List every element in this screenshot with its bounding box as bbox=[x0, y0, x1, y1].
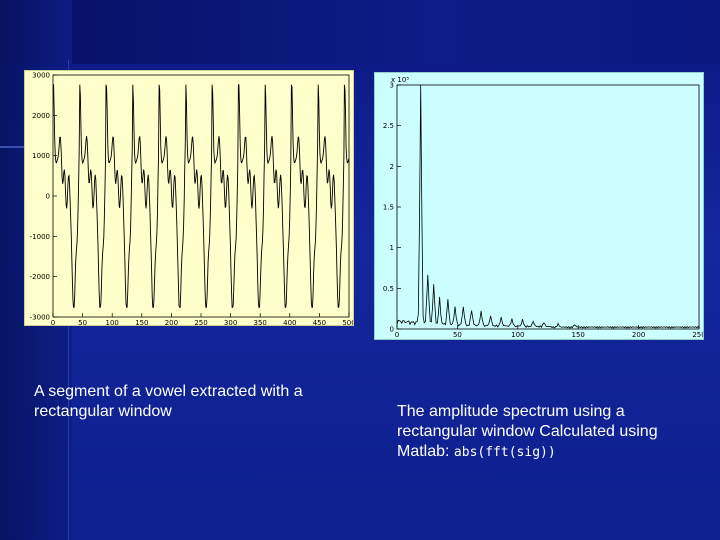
waveform-xtick-label: 100 bbox=[106, 319, 119, 325]
spectrum-line bbox=[396, 84, 700, 329]
spectrum-ytick-label: 1 bbox=[390, 244, 394, 252]
waveform-ytick-label: 0 bbox=[46, 193, 50, 201]
spectrum-ytick-label: 3 bbox=[390, 82, 394, 90]
spectrum-xtick-label: 150 bbox=[572, 331, 585, 339]
spectrum-xtick-label: 0 bbox=[395, 331, 399, 339]
spectrum-ytick-label: 1.5 bbox=[383, 204, 394, 212]
waveform-ytick-label: 2000 bbox=[32, 112, 50, 120]
spectrum-xtick-label: 100 bbox=[511, 331, 524, 339]
waveform-xtick-label: 50 bbox=[78, 319, 87, 325]
spectrum-xtick-label: 200 bbox=[632, 331, 645, 339]
waveform-figure: 3000 2000 1000 0 -1000 -2000 -3000 0 50 100 150 20… bbox=[30, 72, 356, 328]
waveform-axes-frame bbox=[52, 74, 350, 318]
waveform-ytick-label: -3000 bbox=[30, 314, 50, 322]
waveform-xtick-label: 400 bbox=[283, 319, 296, 325]
waveform-ytick-label: -2000 bbox=[30, 273, 50, 281]
spectrum-exponent-label: x 10⁵ bbox=[391, 76, 409, 84]
waveform-xtick-label: 200 bbox=[165, 319, 178, 325]
waveform-xtick-label: 0 bbox=[51, 319, 55, 325]
spectrum-ytick-label: 0 bbox=[390, 326, 394, 334]
matlab-code: abs(fft(sig)) bbox=[453, 445, 556, 460]
waveform-xtick-label: 300 bbox=[224, 319, 237, 325]
spectrum-plot: x 10⁵ 3 2.5 2 1.5 1 0.5 0 0 50 100 150 200 250 bbox=[374, 72, 706, 340]
waveform-xtick-label: 350 bbox=[254, 319, 267, 325]
waveform-ytick-label: 3000 bbox=[32, 72, 50, 80]
spectrum-ytick-label: 2 bbox=[390, 163, 394, 171]
waveform-line bbox=[52, 84, 350, 308]
spectrum-ytick-label: 0.5 bbox=[383, 285, 394, 293]
waveform-xtick-label: 500 bbox=[342, 319, 353, 325]
waveform-caption: A segment of a vowel extracted with a re… bbox=[34, 383, 303, 420]
waveform-xtick-label: 250 bbox=[194, 319, 207, 325]
spectrum-caption-text: The amplitude spectrum using a rectangul… bbox=[397, 403, 658, 460]
spectrum-ytick-label: 2.5 bbox=[383, 122, 394, 130]
spectrum-xtick-label: 50 bbox=[453, 331, 462, 339]
waveform-ytick-label: -1000 bbox=[30, 233, 50, 241]
waveform-ytick-label: 1000 bbox=[32, 152, 50, 160]
spectrum-xtick-label: 250 bbox=[692, 331, 703, 339]
waveform-xtick-label: 150 bbox=[135, 319, 148, 325]
waveform-plot: 3000 2000 1000 0 -1000 -2000 -3000 0 50 100 150 20… bbox=[24, 70, 356, 328]
waveform-xtick-label: 450 bbox=[313, 319, 326, 325]
spectrum-figure: x 10⁵ 3 2.5 2 1.5 1 0.5 0 0 50 100 150 200 250 bbox=[383, 76, 706, 339]
spectrum-caption: The amplitude spectrum using a rectangul… bbox=[397, 402, 697, 463]
title-bar-decoration bbox=[0, 0, 720, 64]
spectrum-axes-frame bbox=[396, 84, 700, 330]
